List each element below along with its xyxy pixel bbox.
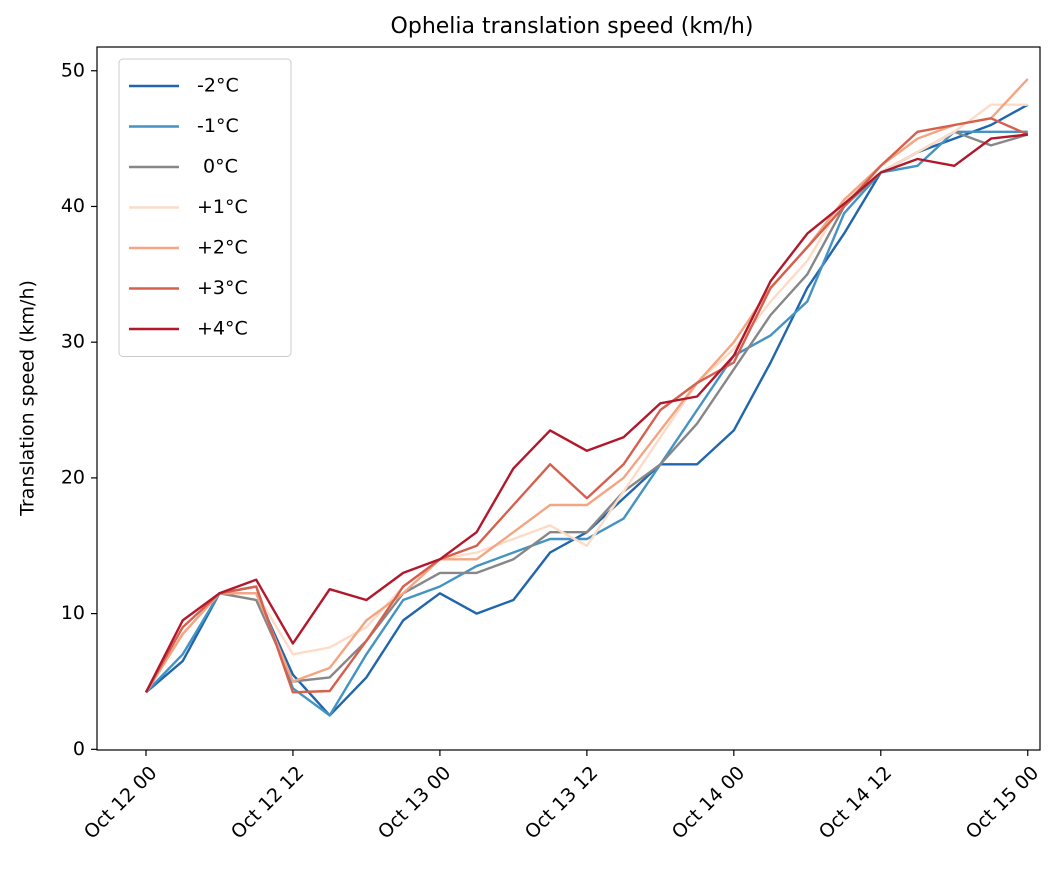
- legend-label: -2°C: [197, 75, 239, 97]
- x-tick-label: Oct 12 12: [227, 762, 309, 844]
- legend-label: -1°C: [197, 115, 239, 137]
- y-tick-label: 40: [61, 195, 85, 217]
- y-tick-label: 0: [73, 738, 85, 760]
- x-tick-label: Oct 13 00: [374, 762, 456, 844]
- series-line: [144, 133, 1028, 693]
- x-tick-label: Oct 14 00: [668, 762, 750, 844]
- y-axis-label: Translation speed (km/h): [17, 280, 39, 517]
- y-tick-label: 30: [61, 331, 85, 353]
- legend-box: [118, 58, 292, 357]
- x-tick-label: Oct 14 12: [815, 762, 897, 844]
- x-tick-label: Oct 15 00: [962, 762, 1044, 844]
- legend-label: +4°C: [197, 318, 248, 340]
- chart-title: Ophelia translation speed (km/h): [391, 14, 754, 39]
- y-tick-label: 10: [61, 602, 85, 624]
- legend-label: 0°C: [197, 156, 238, 178]
- legend-label: +1°C: [197, 196, 248, 218]
- legend-label: +3°C: [197, 277, 248, 299]
- plot-frame: [96, 46, 1041, 751]
- legend-label: +2°C: [197, 237, 248, 259]
- y-tick-label: 20: [61, 466, 85, 488]
- x-tick-label: Oct 13 12: [521, 762, 603, 844]
- y-tick-label: 50: [61, 59, 85, 81]
- x-tick-label: Oct 12 00: [80, 762, 162, 844]
- series-line: [144, 117, 1029, 694]
